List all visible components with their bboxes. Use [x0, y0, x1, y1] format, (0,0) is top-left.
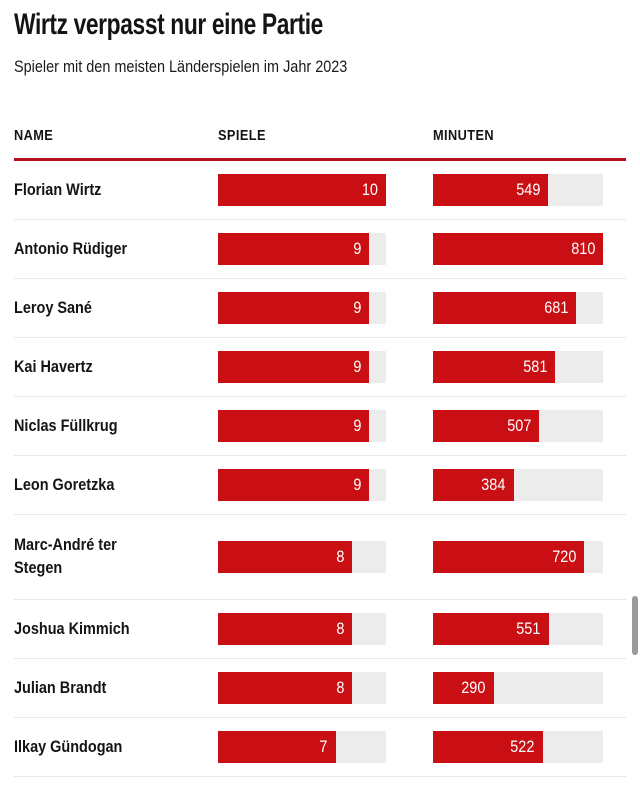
- minuten-bar: 810: [433, 233, 603, 265]
- column-header-name: NAME: [14, 127, 54, 144]
- spiele-value: 9: [353, 475, 362, 494]
- scrollbar-thumb[interactable]: [632, 596, 638, 655]
- player-name: Joshua Kimmich: [14, 618, 130, 638]
- minuten-value: 810: [570, 239, 595, 258]
- player-name: Leon Goretzka: [14, 474, 115, 494]
- minuten-bar: 581: [433, 351, 555, 383]
- minuten-value: 522: [510, 737, 535, 756]
- spiele-bar: 8: [218, 613, 353, 645]
- spiele-bar-track: 9: [218, 469, 386, 501]
- spiele-bar-track: 9: [218, 351, 386, 383]
- spiele-value: 9: [353, 357, 362, 376]
- spiele-bar: 9: [218, 351, 370, 383]
- player-name: Kai Havertz: [14, 356, 93, 376]
- column-header-spiele: SPIELE: [218, 127, 266, 144]
- minuten-bar: 522: [433, 731, 543, 763]
- spiele-value: 9: [353, 416, 362, 435]
- spiele-bar-track: 9: [218, 292, 386, 324]
- minuten-bar-track: 384: [433, 469, 603, 501]
- spiele-value: 10: [361, 180, 378, 199]
- minuten-bar: 290: [433, 672, 494, 704]
- minuten-bar: 551: [433, 613, 549, 645]
- spiele-bar-track: 9: [218, 233, 386, 265]
- player-name: Marc-André ter Stegen: [14, 535, 117, 577]
- spiele-bar-track: 8: [218, 613, 386, 645]
- spiele-bar: 9: [218, 469, 370, 501]
- spiele-bar: 8: [218, 541, 353, 573]
- spiele-bar-track: 8: [218, 672, 386, 704]
- player-name: Niclas Füllkrug: [14, 415, 118, 435]
- spiele-value: 9: [353, 239, 362, 258]
- player-name: Ilkay Gündogan: [14, 736, 123, 756]
- minuten-value: 290: [461, 678, 486, 697]
- spiele-value: 9: [353, 298, 362, 317]
- player-name: Antonio Rüdiger: [14, 238, 128, 258]
- spiele-bar: 7: [218, 731, 336, 763]
- minuten-value: 507: [507, 416, 532, 435]
- spiele-value: 7: [319, 737, 328, 756]
- minuten-bar-track: 522: [433, 731, 603, 763]
- spiele-bar: 10: [218, 174, 386, 206]
- minuten-value: 681: [543, 298, 568, 317]
- spiele-bar: 9: [218, 410, 370, 442]
- minuten-bar-track: 507: [433, 410, 603, 442]
- spiele-value: 8: [336, 547, 345, 566]
- spiele-value: 8: [336, 678, 345, 697]
- minuten-bar: 720: [433, 541, 585, 573]
- minuten-bar-track: 720: [433, 541, 603, 573]
- table-header: NAME SPIELE MINUTEN: [14, 127, 626, 144]
- spiele-bar: 9: [218, 292, 370, 324]
- table-row: Leroy Sané 9 681: [14, 279, 626, 338]
- table-row: Antonio Rüdiger 9 810: [14, 220, 626, 279]
- minuten-bar-track: 290: [433, 672, 603, 704]
- header-rule: [14, 158, 626, 161]
- minuten-bar: 384: [433, 469, 514, 501]
- spiele-bar: 8: [218, 672, 353, 704]
- minuten-bar: 507: [433, 410, 540, 442]
- table-row: Niclas Füllkrug 9 507: [14, 397, 626, 456]
- spiele-value: 8: [336, 619, 345, 638]
- table-row: Joshua Kimmich 8 551: [14, 600, 626, 659]
- spiele-bar: 9: [218, 233, 370, 265]
- minuten-bar-track: 551: [433, 613, 603, 645]
- table-row: Julian Brandt 8 290: [14, 659, 626, 718]
- spiele-bar-track: 9: [218, 410, 386, 442]
- minuten-bar-track: 549: [433, 174, 603, 206]
- page-subtitle: Spieler mit den meisten Länderspielen im…: [14, 57, 348, 76]
- spiele-bar-track: 8: [218, 541, 386, 573]
- table-row: Leon Goretzka 9 384: [14, 456, 626, 515]
- player-name: Julian Brandt: [14, 677, 107, 697]
- table-row: Marc-André ter Stegen 8 720: [14, 515, 626, 600]
- player-name: Leroy Sané: [14, 297, 92, 317]
- player-name: Florian Wirtz: [14, 179, 102, 199]
- minuten-bar: 681: [433, 292, 576, 324]
- minuten-value: 384: [481, 475, 506, 494]
- minuten-value: 720: [551, 547, 577, 566]
- minuten-bar-track: 581: [433, 351, 603, 383]
- minuten-bar-track: 681: [433, 292, 603, 324]
- page-title: Wirtz verpasst nur eine Partie: [14, 8, 323, 41]
- table-row: Florian Wirtz 10 549: [14, 161, 626, 220]
- minuten-bar-track: 810: [433, 233, 603, 265]
- table-row: Kai Havertz 9 581: [14, 338, 626, 397]
- column-header-minuten: MINUTEN: [433, 127, 495, 144]
- spiele-bar-track: 7: [218, 731, 386, 763]
- table-row: Ilkay Gündogan 7 522: [14, 718, 626, 777]
- minuten-value: 581: [522, 357, 547, 376]
- minuten-value: 549: [516, 180, 541, 199]
- minuten-value: 551: [516, 619, 541, 638]
- minuten-bar: 549: [433, 174, 549, 206]
- spiele-bar-track: 10: [218, 174, 386, 206]
